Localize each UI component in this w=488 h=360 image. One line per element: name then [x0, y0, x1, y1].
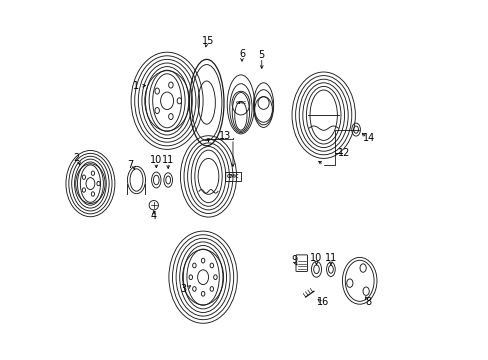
Text: 14: 14: [363, 133, 375, 143]
Text: 10: 10: [310, 253, 322, 263]
Text: 7: 7: [127, 160, 134, 170]
Text: 11: 11: [324, 253, 336, 263]
Text: 5: 5: [258, 50, 264, 60]
Text: 11: 11: [162, 155, 174, 165]
Text: 15: 15: [201, 36, 214, 46]
Text: 10: 10: [150, 155, 162, 165]
Text: 9: 9: [290, 255, 297, 265]
Text: 2: 2: [73, 153, 79, 163]
Text: 8: 8: [365, 297, 371, 307]
Text: 13: 13: [219, 131, 231, 141]
Text: 6: 6: [239, 49, 244, 59]
Text: 12: 12: [338, 148, 350, 158]
Text: 1: 1: [133, 81, 139, 91]
Text: GMC: GMC: [235, 101, 246, 105]
Text: 4: 4: [150, 211, 157, 221]
Text: 3: 3: [180, 284, 186, 294]
Text: 16: 16: [316, 297, 328, 307]
Text: GMC: GMC: [226, 174, 239, 179]
